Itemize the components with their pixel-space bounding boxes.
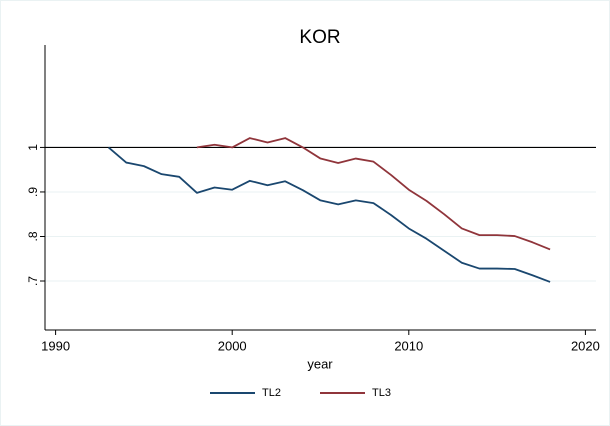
- x-tick-label: 2010: [394, 338, 423, 353]
- y-tick-label: .9: [26, 187, 40, 197]
- x-tick-label: 2020: [571, 338, 600, 353]
- line-series: [107, 146, 551, 283]
- x-axis-title: year: [307, 356, 333, 371]
- y-tick-label: .8: [26, 231, 40, 241]
- legend-label: TL3: [372, 387, 391, 399]
- x-tick-label: 1990: [41, 338, 70, 353]
- chart-title: KOR: [299, 27, 340, 48]
- y-tick-label: .7: [26, 276, 40, 286]
- x-tick-label: 2000: [218, 338, 247, 353]
- y-tick-label: 1: [26, 144, 40, 151]
- legend-label: TL2: [262, 387, 281, 399]
- line-series: [196, 137, 551, 251]
